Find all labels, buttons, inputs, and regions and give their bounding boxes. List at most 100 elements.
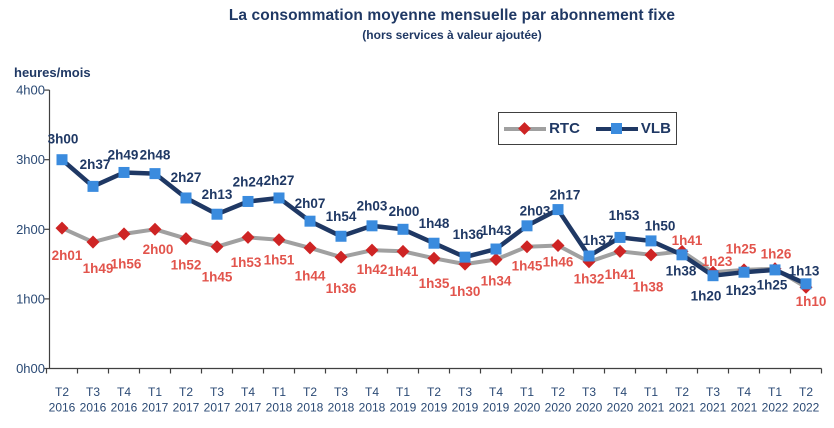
vlb-square-marker — [242, 195, 254, 207]
rtc-diamond-marker — [489, 252, 503, 266]
rtc-value-label: 1h51 — [264, 253, 295, 268]
vlb-square-marker — [335, 230, 347, 242]
legend-item-vlb: VLB — [595, 120, 671, 137]
x-tick-year: 2016 — [111, 401, 138, 415]
vlb-value-label: 2h24 — [233, 174, 264, 189]
x-tick-quarter: T2 — [427, 385, 441, 399]
x-tick-year: 2020 — [607, 401, 634, 415]
vlb-square-marker — [583, 250, 595, 262]
rtc-diamond-marker — [148, 222, 162, 236]
vlb-value-label: 1h20 — [691, 289, 722, 304]
x-tick-quarter: T2 — [551, 385, 565, 399]
rtc-value-label: 1h56 — [111, 257, 142, 272]
vlb-value-label: 2h27 — [264, 173, 295, 188]
rtc-value-label: 1h23 — [702, 254, 733, 269]
x-tick-quarter: T4 — [117, 385, 131, 399]
x-tick-quarter: T4 — [489, 385, 503, 399]
x-tick-year: 2022 — [762, 401, 789, 415]
vlb-square-marker — [707, 270, 719, 282]
rtc-value-label: 1h52 — [171, 257, 202, 272]
rtc-diamond-marker — [396, 244, 410, 258]
x-tick-quarter: T2 — [55, 385, 69, 399]
vlb-square-marker — [645, 235, 657, 247]
vlb-value-label: 2h07 — [295, 196, 326, 211]
vlb-value-label: 2h03 — [520, 204, 551, 219]
x-tick-year: 2021 — [731, 401, 758, 415]
rtc-value-label: 1h32 — [574, 272, 605, 287]
vlb-square-marker — [211, 208, 223, 220]
vlb-square-marker — [273, 192, 285, 204]
rtc-diamond-marker — [179, 232, 193, 246]
rtc-value-label: 1h44 — [295, 269, 326, 284]
rtc-value-label: 1h45 — [512, 259, 543, 274]
vlb-square-marker — [56, 154, 68, 166]
rtc-diamond-marker — [365, 243, 379, 257]
vlb-square-marker — [304, 215, 316, 227]
vlb-value-label: 2h00 — [389, 204, 420, 219]
y-tick-label: 4h00 — [16, 83, 45, 98]
x-tick-year: 2019 — [452, 401, 479, 415]
x-tick-quarter: T3 — [86, 385, 100, 399]
vlb-value-label: 3h00 — [48, 132, 79, 147]
rtc-diamond-marker — [551, 239, 565, 253]
x-tick-year: 2019 — [483, 401, 510, 415]
x-tick-year: 2019 — [390, 401, 417, 415]
x-tick-quarter: T3 — [210, 385, 224, 399]
vlb-value-label: 1h53 — [609, 208, 640, 223]
rtc-value-label: 1h36 — [326, 281, 357, 296]
vlb-square-marker — [800, 278, 812, 290]
vlb-square-marker — [366, 220, 378, 232]
vlb-square-marker — [769, 264, 781, 276]
rtc-value-label: 1h46 — [543, 254, 574, 269]
x-tick-year: 2017 — [204, 401, 231, 415]
rtc-value-label: 1h35 — [419, 276, 450, 291]
x-tick-quarter: T4 — [613, 385, 627, 399]
x-tick-quarter: T2 — [799, 385, 813, 399]
y-tick-label: 1h00 — [16, 291, 45, 306]
x-tick-quarter: T3 — [582, 385, 596, 399]
rtc-value-label: 1h30 — [450, 284, 481, 299]
rtc-value-label: 1h34 — [481, 273, 512, 288]
x-tick-year: 2016 — [49, 401, 76, 415]
rtc-value-label: 1h49 — [83, 261, 114, 276]
vlb-value-label: 2h49 — [108, 147, 139, 162]
chart-subtitle: (hors services à valeur ajoutée) — [362, 28, 542, 42]
rtc-diamond-marker — [241, 230, 255, 244]
x-tick-year: 2020 — [514, 401, 541, 415]
vlb-value-label: 1h23 — [726, 283, 757, 298]
x-tick-year: 2022 — [793, 401, 820, 415]
x-tick-quarter: T3 — [334, 385, 348, 399]
vlb-square-marker — [738, 266, 750, 278]
vlb-value-label: 1h54 — [326, 209, 357, 224]
rtc-value-label: 2h00 — [143, 242, 174, 257]
vlb-square-marker — [149, 168, 161, 180]
vlb-value-label: 2h13 — [202, 187, 233, 202]
x-tick-quarter: T3 — [458, 385, 472, 399]
rtc-value-label: 1h38 — [633, 280, 664, 295]
rtc-diamond-marker — [272, 233, 286, 247]
vlb-square-marker-icon — [610, 123, 622, 134]
x-tick-year: 2017 — [173, 401, 200, 415]
rtc-line-swatch — [504, 122, 547, 135]
vlb-value-label: 1h36 — [453, 227, 484, 242]
x-tick-year: 2018 — [328, 401, 355, 415]
vlb-square-marker — [490, 243, 502, 255]
x-tick-quarter: T2 — [675, 385, 689, 399]
x-tick-year: 2020 — [545, 401, 572, 415]
rtc-value-label: 1h41 — [672, 233, 703, 248]
rtc-diamond-marker-icon — [518, 122, 531, 135]
vlb-value-label: 2h48 — [140, 147, 171, 162]
legend-label-vlb: VLB — [640, 120, 671, 137]
y-axis-title: heures/mois — [14, 65, 91, 80]
rtc-diamond-marker — [55, 221, 69, 235]
legend: RTC VLB — [498, 112, 677, 145]
vlb-square-marker — [87, 180, 99, 192]
chart-header: La consommation moyenne mensuelle par ab… — [70, 7, 834, 42]
vlb-value-label: 2h17 — [550, 187, 581, 202]
rtc-value-label: 2h01 — [52, 248, 83, 263]
vlb-square-marker — [397, 223, 409, 235]
rtc-diamond-marker — [86, 235, 100, 249]
rtc-diamond-marker — [520, 240, 534, 254]
x-tick-year: 2021 — [700, 401, 727, 415]
